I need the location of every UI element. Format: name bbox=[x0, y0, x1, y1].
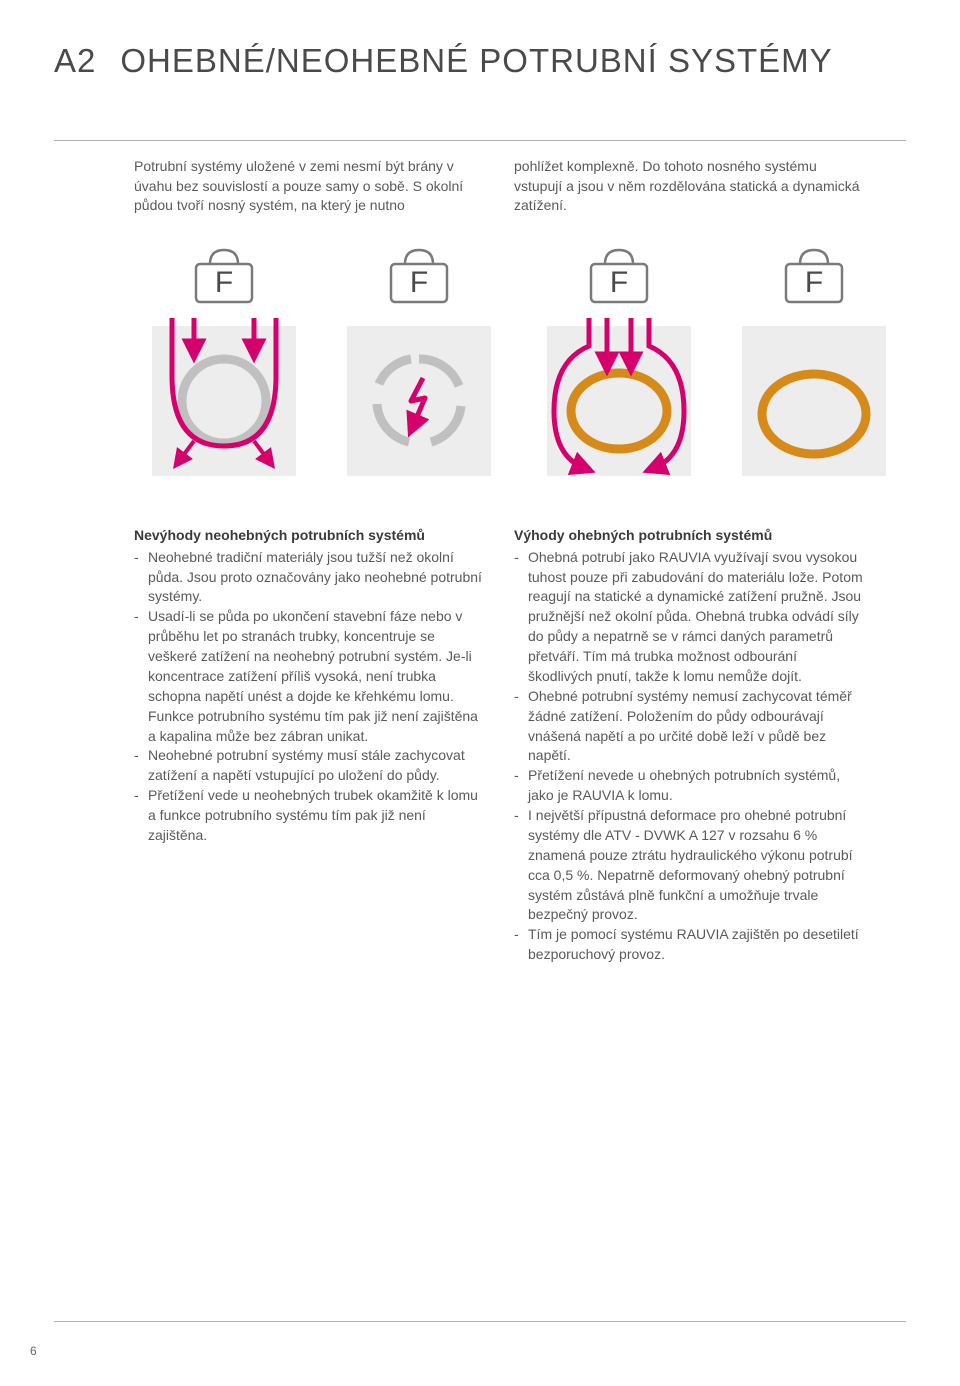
weight-label-1: F bbox=[215, 266, 233, 299]
list-item: -Neohebné tradiční materiály jsou tužší … bbox=[134, 548, 484, 608]
intro-left: Potrubní systémy uložené v zemi nesmí bý… bbox=[134, 157, 484, 216]
weight-label-4: F bbox=[805, 266, 823, 299]
page-number: 6 bbox=[30, 1344, 37, 1358]
list-item: -Tím je pomocí systému RAUVIA zajištěn p… bbox=[514, 925, 864, 965]
list-item: -Neohebné potrubní systémy musí stále za… bbox=[134, 746, 484, 786]
list-item: -Ohebné potrubní systémy nemusí zachycov… bbox=[514, 687, 864, 767]
section-title: OHEBNÉ/NEOHEBNÉ POTRUBNÍ SYSTÉMY bbox=[120, 42, 832, 80]
list-item: -Přetížení nevede u ohebných potrubních … bbox=[514, 766, 864, 806]
header-rule bbox=[54, 140, 906, 141]
weight-label-2: F bbox=[410, 266, 428, 299]
footer-rule bbox=[54, 1321, 906, 1322]
advantages-column: Výhody ohebných potrubních systémů -Oheb… bbox=[514, 526, 864, 965]
body-columns: Nevýhody neohebných potrubních systémů -… bbox=[54, 526, 906, 965]
list-item: -Přetížení vede u neohebných trubek okam… bbox=[134, 786, 484, 846]
pipe-comparison-diagram: F F bbox=[54, 246, 906, 476]
list-item: -Usadí-li se půda po ukončení stavební f… bbox=[134, 607, 484, 746]
page-header: A2 OHEBNÉ/NEOHEBNÉ POTRUBNÍ SYSTÉMY bbox=[54, 42, 906, 80]
diagram-svg: F F bbox=[134, 246, 904, 476]
list-item: -Ohebná potrubí jako RAUVIA využívají sv… bbox=[514, 548, 864, 687]
disadvantages-heading: Nevýhody neohebných potrubních systémů bbox=[134, 526, 484, 546]
intro-columns: Potrubní systémy uložené v zemi nesmí bý… bbox=[54, 157, 906, 216]
intro-right: pohlížet komplexně. Do tohoto nosného sy… bbox=[514, 157, 864, 216]
weight-label-3: F bbox=[610, 266, 628, 299]
disadvantages-column: Nevýhody neohebných potrubních systémů -… bbox=[134, 526, 484, 965]
advantages-heading: Výhody ohebných potrubních systémů bbox=[514, 526, 864, 546]
section-code: A2 bbox=[54, 42, 96, 80]
list-item: -I největší přípustná deformace pro oheb… bbox=[514, 806, 864, 925]
